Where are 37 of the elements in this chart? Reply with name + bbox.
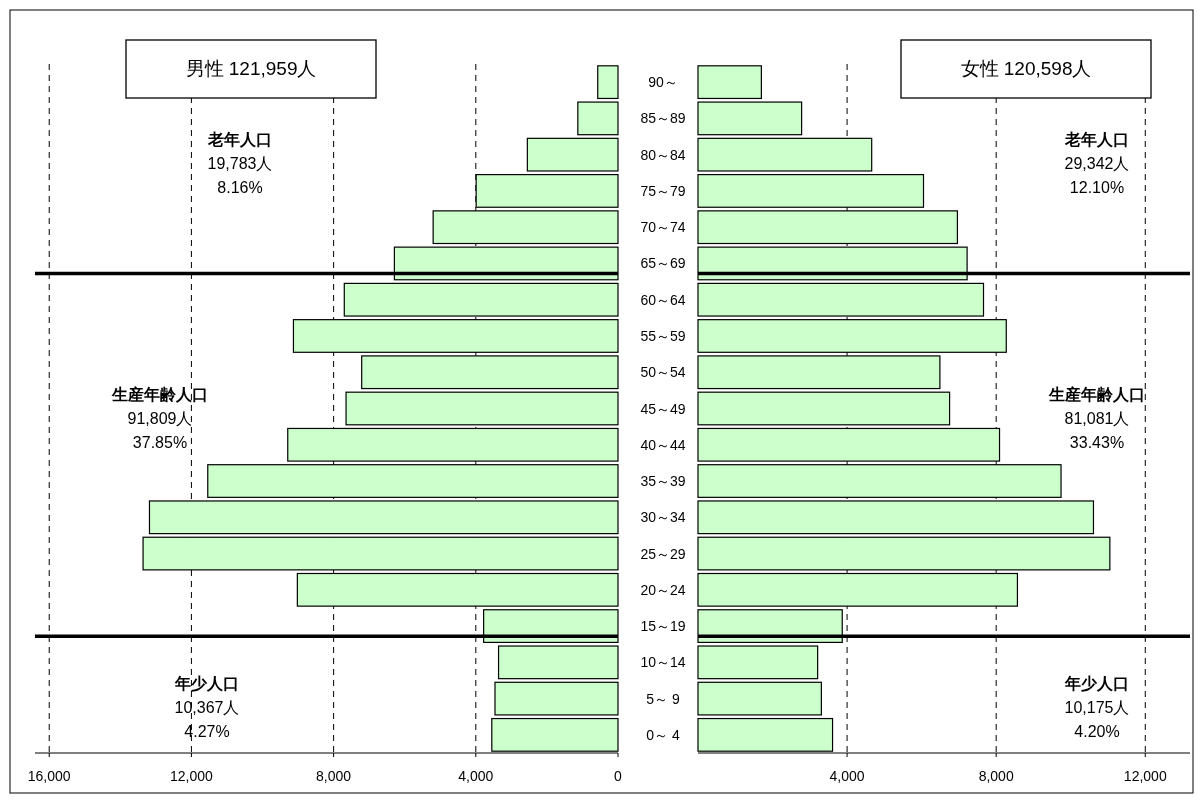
- y-tick-label: 15～19: [640, 618, 686, 635]
- title-box: 女性 120,598人: [900, 39, 1152, 99]
- y-tick-label: 75～79: [640, 182, 686, 199]
- annotation: 年少人口 10,367人 4.27%: [174, 675, 240, 741]
- x-tick-label: 0: [614, 768, 623, 784]
- y-tick-label: 30～34: [640, 509, 686, 526]
- y-tick-label: 60～64: [640, 291, 686, 308]
- y-tick-label: 50～54: [640, 364, 686, 381]
- y-tick-label: 5～ 9: [646, 690, 680, 707]
- y-tick-label: 25～29: [640, 545, 686, 562]
- y-tick-label: 65～69: [640, 255, 686, 272]
- y-tick-label: 35～39: [640, 473, 686, 490]
- y-tick-label: 40～44: [640, 436, 686, 453]
- chart-title: 男性 121,959人: [185, 58, 317, 79]
- y-tick-label: 70～74: [640, 219, 686, 236]
- y-tick-label: 55～59: [640, 327, 686, 344]
- y-tick-label: 90～: [648, 74, 678, 91]
- x-tick-label: 12,000: [1123, 768, 1167, 784]
- y-tick-label: 45～49: [640, 400, 686, 417]
- x-tick-label: 4,000: [458, 768, 494, 784]
- chart-title: 女性 120,598人: [960, 58, 1092, 79]
- y-tick-label: 80～84: [640, 146, 686, 163]
- x-tick-label: 12,000: [170, 768, 214, 784]
- annotation: 老年人口 29,342人 12.10%: [1064, 130, 1130, 196]
- y-tick-label: 10～14: [640, 654, 686, 671]
- annotation: 生産年齢人口 91,809人 37.85%: [111, 385, 208, 452]
- y-tick-label: 20～24: [640, 581, 686, 598]
- annotation: 生産年齢人口 81,081人 33.43%: [1048, 385, 1145, 452]
- y-tick-label: 85～89: [640, 110, 686, 127]
- x-tick-label: 4,000: [829, 768, 865, 784]
- annotation: 老年人口 19,783人 8.16%: [207, 130, 273, 196]
- x-tick-label: 8,000: [316, 768, 352, 784]
- y-tick-label: 0～ 4: [646, 726, 680, 743]
- x-tick-label: 16,000: [27, 768, 71, 784]
- x-tick-label: 8,000: [978, 768, 1014, 784]
- title-box: 男性 121,959人: [125, 39, 377, 99]
- annotation: 年少人口 10,175人 4.20%: [1064, 675, 1130, 741]
